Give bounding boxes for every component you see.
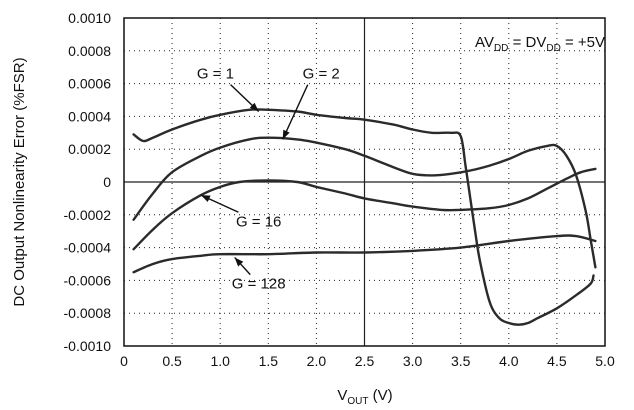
series-line-g-128 (132, 234, 597, 274)
y-tick-label: 0.0004 (68, 108, 111, 124)
series-line-g-1 (132, 108, 595, 326)
y-tick-label: 0.0008 (68, 43, 111, 59)
series-line-g-16 (132, 167, 597, 251)
x-axis-title-main: V (337, 387, 347, 404)
x-tick-label: 0 (120, 353, 128, 369)
x-axis-title: VOUT (V) (337, 387, 392, 407)
y-tick-label: -0.0004 (64, 240, 112, 256)
tick-labels: 0 0.5 1.0 1.5 2.0 2.5 3.0 3.5 4.0 4.5 5.0 0.0010 0.0… (64, 10, 615, 369)
grid (124, 18, 605, 346)
y-tick-label: -0.0002 (64, 207, 112, 223)
series-label-g-1: G = 1 (197, 66, 234, 83)
x-tick-label: 4.0 (499, 353, 519, 369)
y-tick-label: -0.0006 (64, 272, 112, 288)
series-label-arrowhead (234, 257, 244, 267)
y-axis-title: DC Output Nonlinearity Error (%FSR) (11, 57, 28, 306)
y-tick-label: 0.0002 (68, 141, 111, 157)
plot-frame (123, 17, 606, 347)
x-axis-title-sub: OUT (347, 396, 368, 407)
y-tick-label: 0 (103, 174, 111, 190)
series-label-arrow (282, 84, 309, 140)
series-label-arrowhead (249, 102, 259, 112)
y-tick-label: -0.0008 (64, 305, 112, 321)
x-tick-label: 3.5 (451, 353, 471, 369)
y-tick-label: -0.0010 (64, 338, 112, 354)
series (132, 108, 597, 326)
y-tick-label: 0.0006 (68, 76, 111, 92)
series-annotations: G = 1 G = 2 G = 16 G = 128 (197, 66, 340, 293)
x-tick-label: 2.0 (307, 353, 327, 369)
series-line-g-2 (132, 136, 597, 269)
x-tick-label: 5.0 (595, 353, 615, 369)
supply-condition-label: AVDD = DVDD = +5V (475, 34, 605, 54)
series-label-g-2: G = 2 (303, 66, 340, 83)
y-tick-label: 0.0010 (68, 10, 111, 26)
series-label-g-128: G = 128 (232, 276, 286, 293)
x-tick-label: 1.5 (259, 353, 279, 369)
x-tick-label: 1.0 (210, 353, 230, 369)
series-label-g-16: G = 16 (236, 213, 281, 230)
x-axis-title-unit: (V) (368, 387, 392, 404)
x-tick-label: 3.0 (403, 353, 423, 369)
series-label-arrowhead (200, 195, 211, 203)
series-label-arrowhead (282, 129, 290, 140)
x-tick-label: 0.5 (162, 353, 182, 369)
x-tick-label: 4.5 (547, 353, 567, 369)
x-tick-label: 2.5 (355, 353, 375, 369)
